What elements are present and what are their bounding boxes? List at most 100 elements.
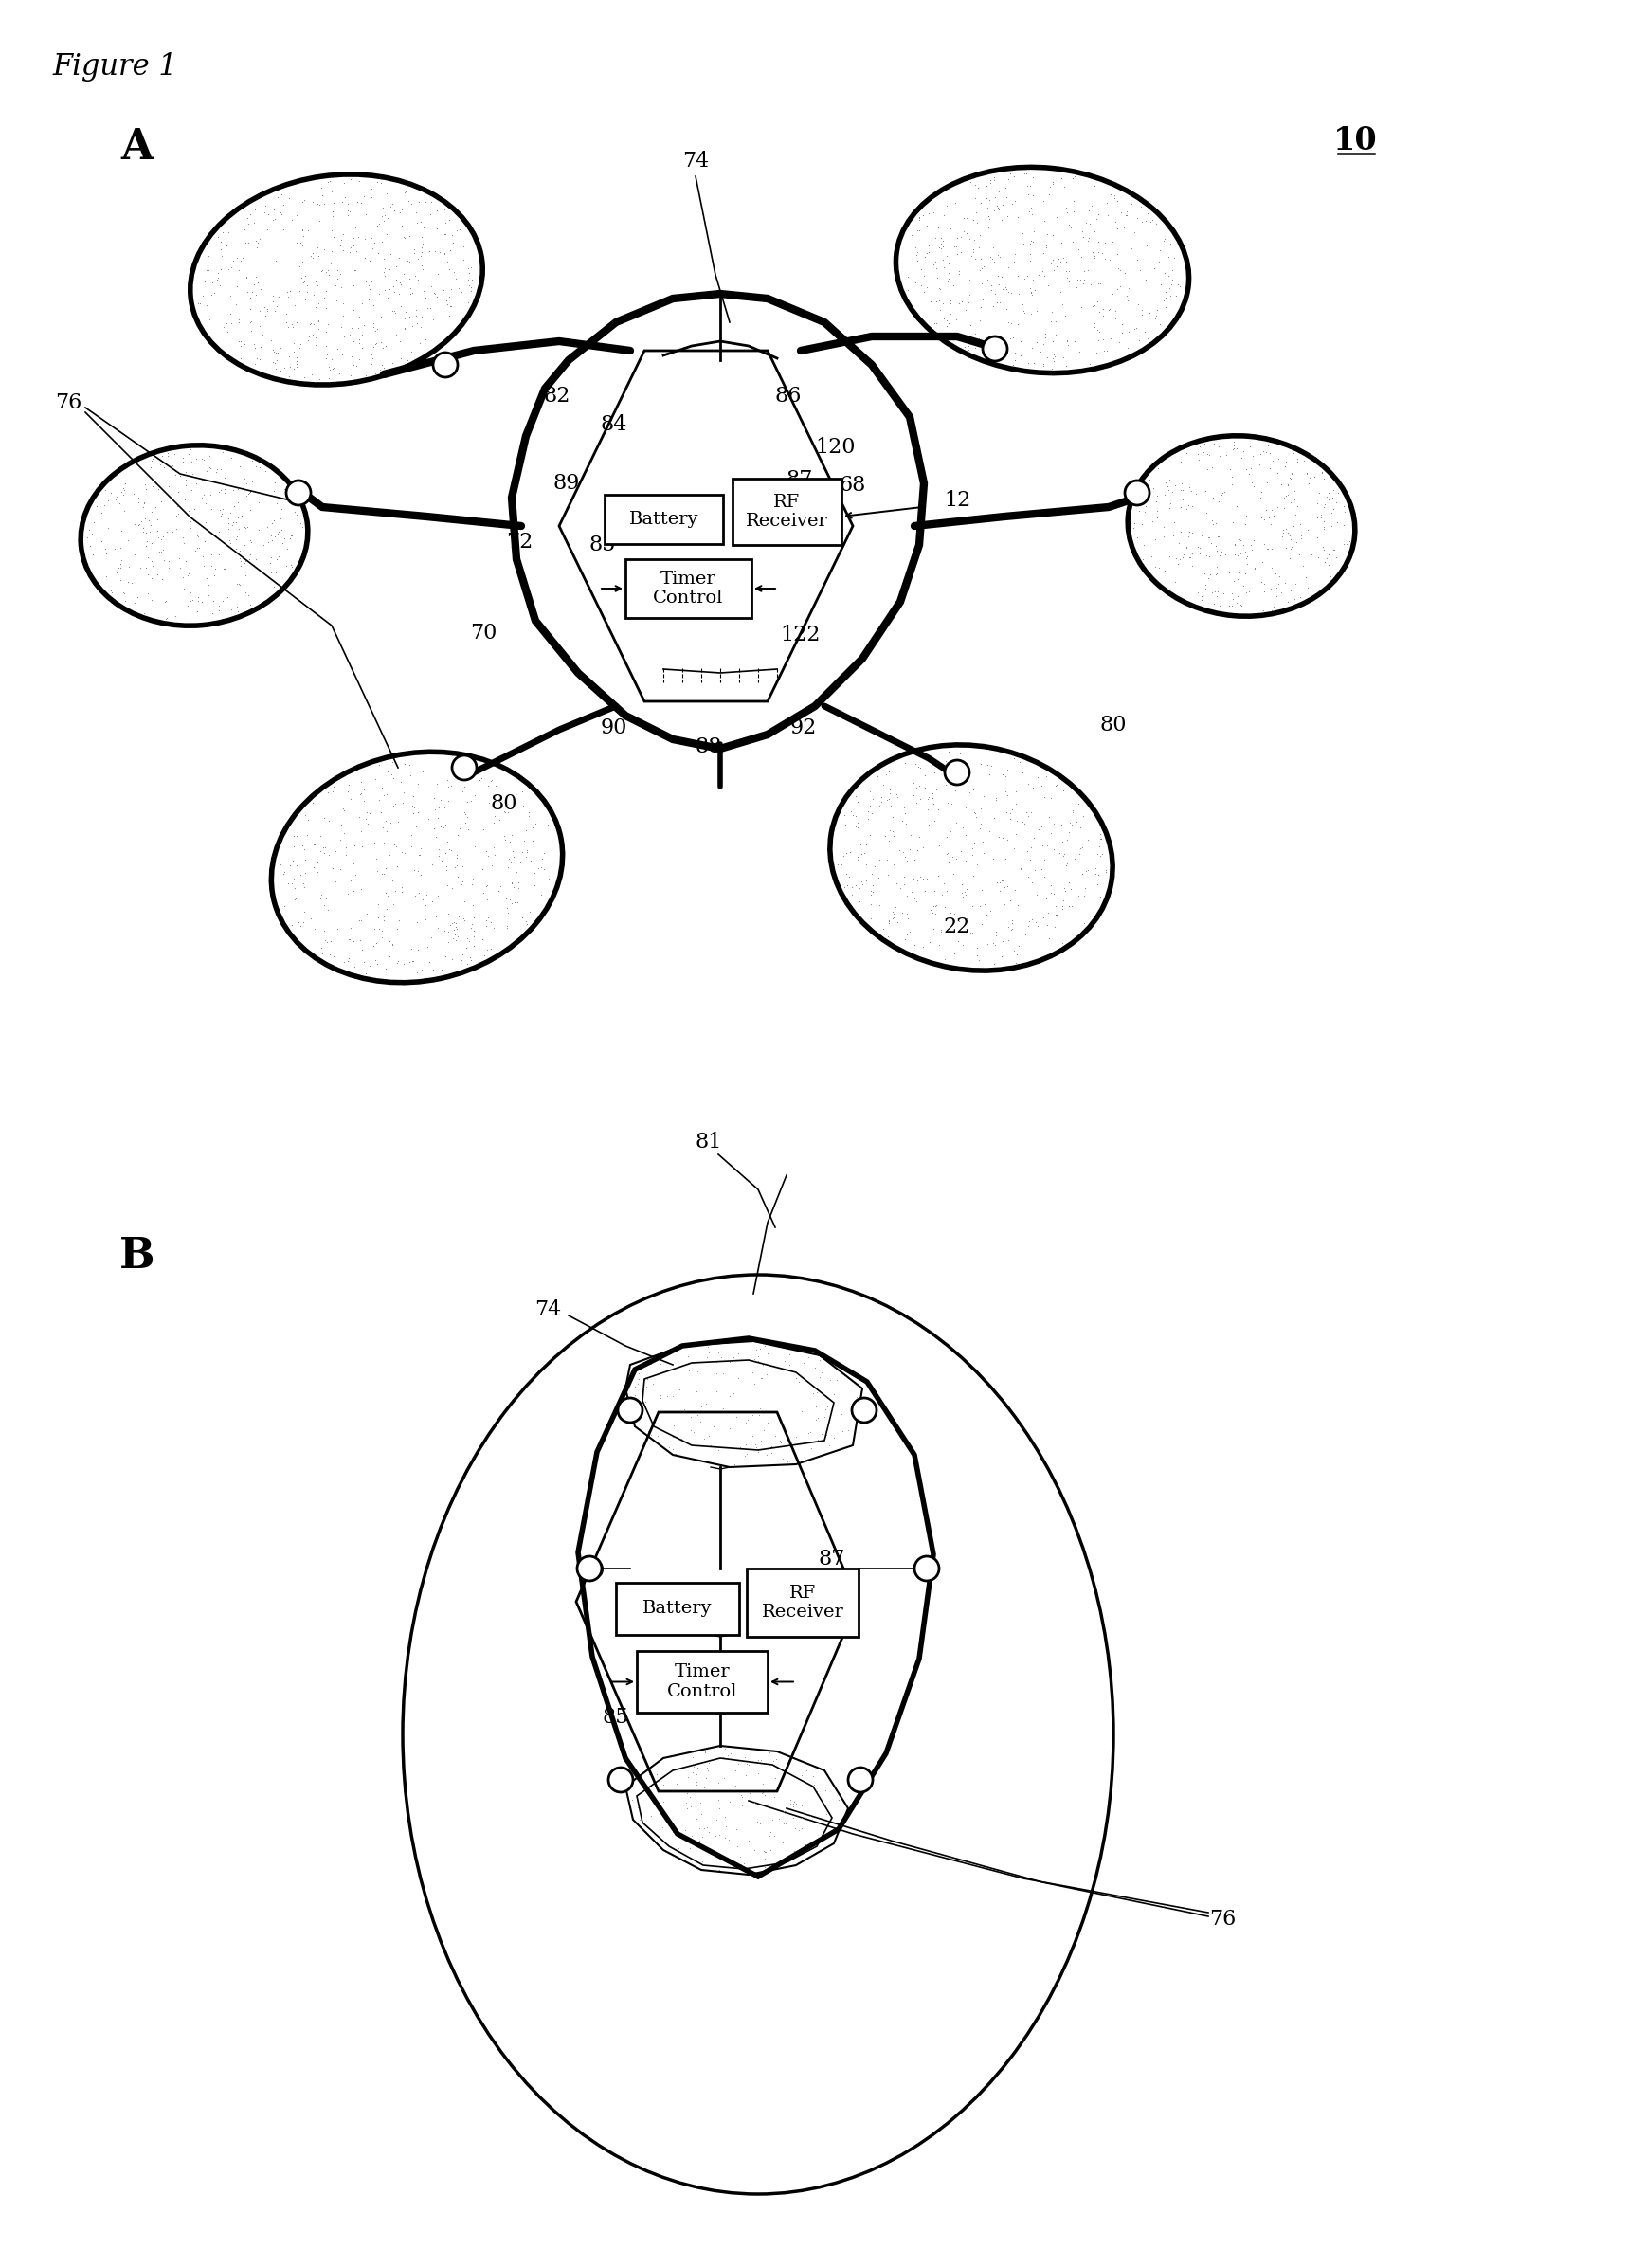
Point — [959, 837, 985, 873]
Point — [809, 1415, 835, 1452]
Point — [169, 519, 195, 556]
Point — [630, 1349, 656, 1386]
Point — [702, 1837, 728, 1873]
Point — [246, 225, 272, 261]
Point — [804, 1374, 830, 1411]
Point — [283, 848, 309, 885]
Point — [173, 542, 199, 578]
Point — [1311, 508, 1337, 544]
Point — [1071, 252, 1097, 288]
Point — [270, 855, 296, 891]
Point — [724, 1746, 751, 1783]
Point — [231, 544, 257, 581]
Point — [1008, 338, 1034, 374]
Point — [965, 229, 991, 265]
Point — [355, 268, 381, 304]
Point — [1031, 860, 1057, 896]
Point — [391, 256, 417, 293]
Point — [498, 816, 524, 853]
Point — [759, 1814, 785, 1851]
Point — [1294, 456, 1320, 492]
Point — [454, 249, 480, 286]
Point — [383, 873, 409, 909]
Point — [1197, 538, 1223, 574]
Point — [238, 195, 264, 231]
Point — [902, 880, 928, 916]
Point — [1057, 805, 1083, 841]
Point — [1081, 240, 1107, 277]
Point — [645, 1418, 671, 1454]
Point — [799, 1751, 825, 1787]
Point — [438, 767, 464, 803]
Point — [759, 1370, 785, 1406]
Point — [228, 243, 254, 279]
Point — [363, 925, 389, 962]
Point — [687, 1823, 713, 1860]
Point — [1237, 533, 1263, 569]
Point — [1065, 261, 1091, 297]
Point — [982, 928, 1008, 964]
Point — [969, 805, 995, 841]
Point — [1011, 805, 1037, 841]
Point — [1314, 535, 1340, 572]
Text: RF
Receiver: RF Receiver — [746, 494, 829, 531]
Point — [1278, 460, 1304, 497]
Point — [920, 776, 946, 812]
Point — [358, 220, 384, 256]
Point — [459, 261, 485, 297]
Point — [1224, 578, 1250, 615]
Point — [440, 263, 466, 299]
Point — [238, 302, 264, 338]
Point — [925, 209, 951, 245]
Point — [1031, 327, 1057, 363]
Point — [1232, 574, 1258, 610]
Point — [531, 835, 557, 871]
Point — [156, 467, 182, 503]
Point — [410, 272, 436, 308]
Point — [405, 764, 431, 801]
Point — [977, 200, 1003, 236]
Point — [1294, 569, 1320, 606]
Point — [347, 776, 373, 812]
Point — [991, 758, 1018, 794]
Point — [365, 887, 391, 923]
Point — [501, 839, 527, 875]
Point — [1032, 202, 1058, 238]
Point — [1195, 519, 1221, 556]
Point — [1158, 265, 1184, 302]
Point — [879, 894, 905, 930]
Point — [176, 492, 202, 528]
Point — [133, 528, 160, 565]
Point — [381, 760, 407, 796]
Point — [1143, 522, 1169, 558]
Point — [160, 513, 186, 549]
Point — [879, 812, 905, 848]
Point — [1066, 810, 1092, 846]
Point — [246, 220, 272, 256]
Point — [721, 1340, 747, 1377]
Point — [943, 229, 969, 265]
Point — [228, 533, 254, 569]
Point — [1153, 274, 1179, 311]
Point — [677, 1413, 703, 1449]
Point — [1197, 556, 1223, 592]
Point — [1200, 506, 1226, 542]
Point — [190, 277, 217, 313]
Point — [954, 871, 980, 907]
Point — [480, 805, 506, 841]
Point — [348, 764, 374, 801]
Point — [405, 932, 431, 968]
Point — [431, 191, 457, 227]
Point — [1097, 177, 1123, 213]
Point — [1179, 472, 1205, 508]
Point — [1229, 587, 1255, 624]
Point — [913, 234, 939, 270]
Point — [907, 780, 933, 816]
Point — [723, 1751, 749, 1787]
Point — [1171, 538, 1197, 574]
Point — [1115, 270, 1141, 306]
Point — [1086, 295, 1112, 331]
Point — [721, 1445, 747, 1481]
Point — [628, 1765, 654, 1801]
Point — [1115, 329, 1141, 365]
